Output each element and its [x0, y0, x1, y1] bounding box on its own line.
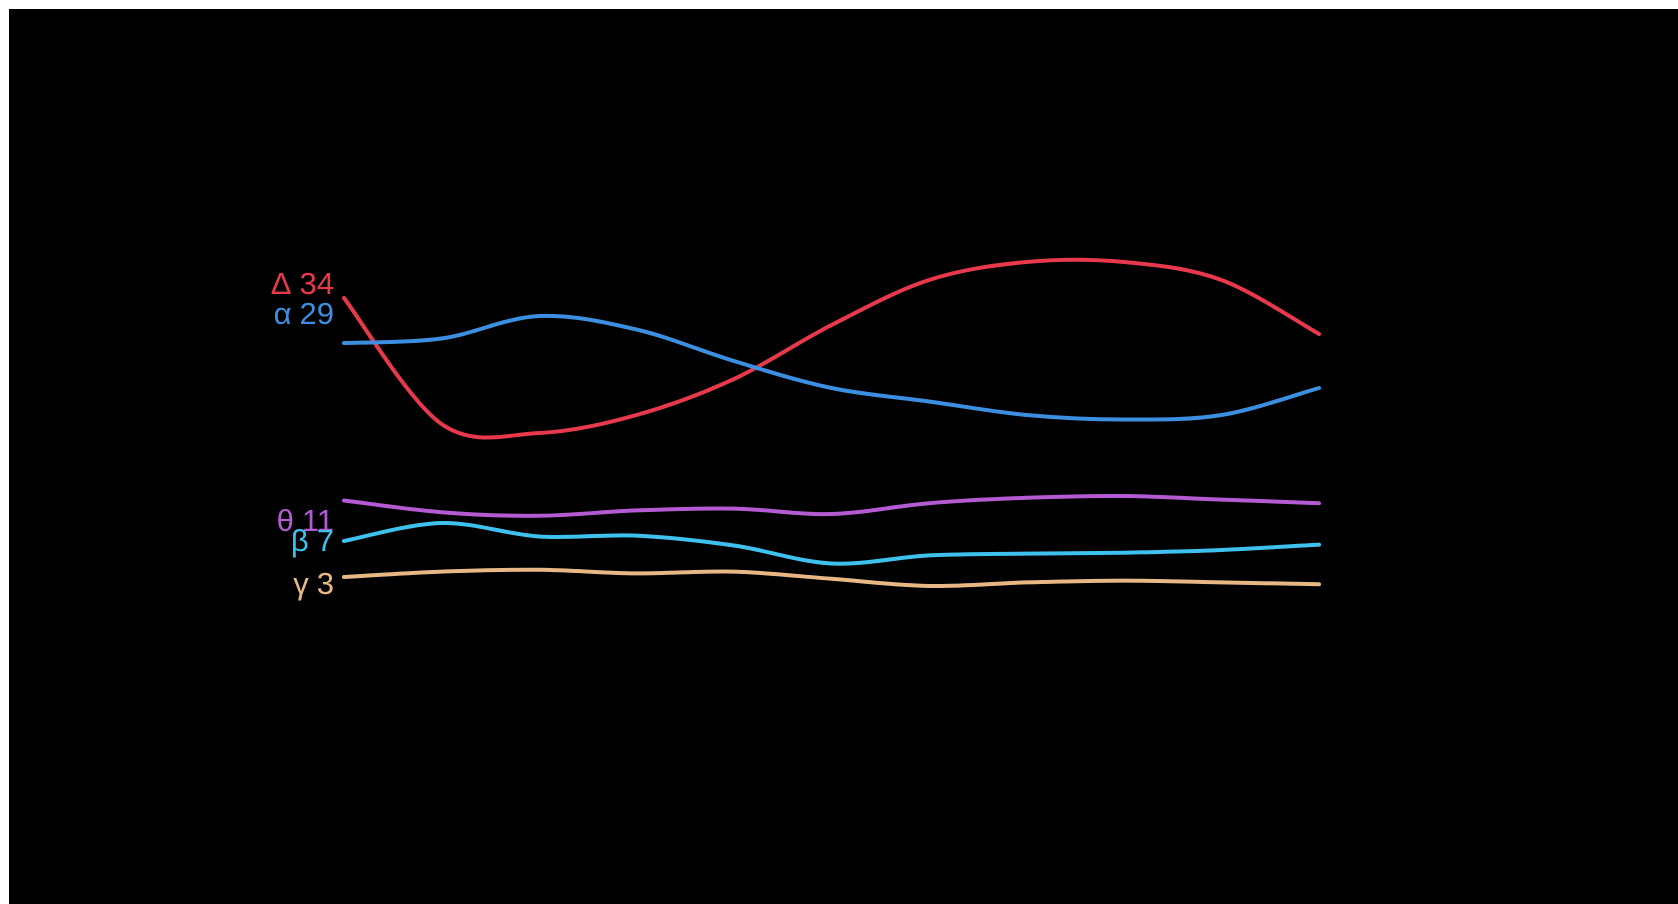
series-symbol: β	[291, 523, 309, 558]
line-chart: Δ 34α 29θ 11β 7γ 3	[271, 257, 1321, 601]
series-symbol: θ	[277, 503, 294, 538]
series-value: 11	[302, 503, 334, 538]
series-label-0: Δ 34	[271, 266, 334, 301]
series-value: 3	[317, 566, 334, 601]
series-line-3	[342, 520, 1321, 566]
series-label-2: θ 11	[277, 503, 334, 538]
series-line-4	[342, 567, 1321, 589]
series-value: 29	[300, 296, 334, 331]
series-value: 34	[300, 266, 334, 301]
series-symbol: γ	[293, 566, 309, 601]
series-label-1: α 29	[274, 296, 334, 331]
series-symbol: Δ	[271, 266, 292, 301]
series-labels: Δ 34α 29θ 11β 7γ 3	[271, 266, 334, 601]
video-frame: Δ 34 α 29 θ 11 β 7 γ 3	[9, 9, 1678, 904]
series-symbol: α	[274, 296, 292, 331]
series-lines	[342, 257, 1321, 589]
series-line-1	[342, 313, 1321, 422]
series-line-0	[342, 257, 1321, 440]
series-line-2	[342, 493, 1321, 518]
series-value: 7	[317, 523, 334, 558]
